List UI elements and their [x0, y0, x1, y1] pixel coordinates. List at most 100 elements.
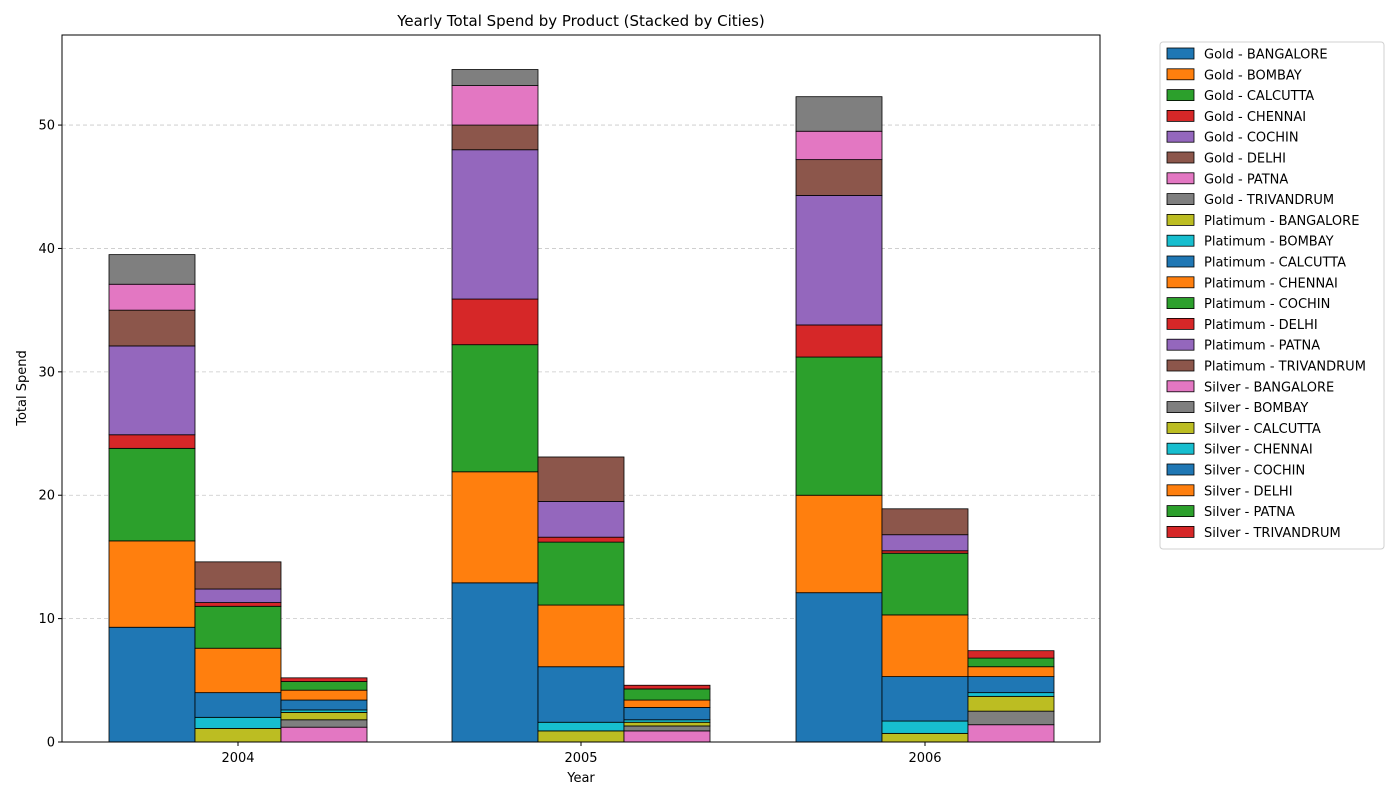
- bar-segment-silver-bangalore-2005: [623, 730, 711, 743]
- bar-segment-gold-trivandrum-2004: [108, 254, 196, 285]
- bar-segment-silver-calcutta-2006: [967, 695, 1055, 712]
- bars: [108, 69, 1055, 743]
- legend-entry-label: Gold - BANGALORE: [1204, 48, 1328, 63]
- legend-entry-label: Platimum - DELHI: [1204, 318, 1318, 333]
- legend-swatch: [1166, 505, 1195, 518]
- legend-swatch: [1166, 276, 1195, 289]
- bar-segment-silver-cochin-2004: [280, 699, 368, 711]
- bar-segment-platimum-bombay-2004: [194, 716, 282, 729]
- bar-segment-silver-trivandrum-2005: [623, 684, 711, 690]
- legend-entry-label: Silver - CALCUTTA: [1204, 422, 1321, 437]
- bar-segment-gold-calcutta-2004: [108, 447, 196, 542]
- bar-segment-silver-delhi-2006: [967, 666, 1055, 678]
- legend-swatch: [1166, 317, 1195, 330]
- legend-entry-label: Platimum - BOMBAY: [1204, 235, 1334, 250]
- bar-segment-platimum-trivandrum-2004: [194, 561, 282, 590]
- bar-segment-gold-cochin-2006: [795, 195, 883, 326]
- y-axis-label: Total Spend: [15, 350, 30, 427]
- legend-entry-label: Platimum - COCHIN: [1204, 297, 1330, 312]
- bar-segment-silver-bombay-2004: [280, 719, 368, 728]
- legend-entry-label: Platimum - TRIVANDRUM: [1204, 360, 1366, 375]
- chart-title: Yearly Total Spend by Product (Stacked b…: [396, 12, 764, 30]
- bar-segment-silver-delhi-2004: [280, 689, 368, 701]
- bar-segment-silver-patna-2006: [967, 657, 1055, 668]
- bar-segment-platimum-bombay-2005: [537, 721, 625, 732]
- y-tick-label: 10: [38, 612, 55, 627]
- bar-segment-platimum-trivandrum-2005: [537, 456, 625, 502]
- bar-segment-silver-bombay-2005: [623, 725, 711, 732]
- legend-swatch: [1166, 401, 1195, 414]
- bar-segment-platimum-bangalore-2005: [537, 730, 625, 743]
- bar-segment-gold-calcutta-2005: [451, 344, 539, 473]
- bar-segment-platimum-calcutta-2006: [881, 676, 969, 722]
- legend-swatch: [1166, 380, 1195, 393]
- legend-entry-label: Platimum - PATNA: [1204, 339, 1320, 354]
- legend-swatch: [1166, 110, 1195, 122]
- legend-entry-label: Gold - COCHIN: [1204, 131, 1299, 146]
- legend-entry-label: Gold - BOMBAY: [1204, 68, 1302, 83]
- bar-segment-gold-bombay-2005: [451, 471, 539, 584]
- legend-entry-label: Gold - PATNA: [1204, 172, 1288, 187]
- bar-segment-gold-cochin-2005: [451, 149, 539, 300]
- bar-segment-platimum-chennai-2005: [537, 604, 625, 668]
- legend-entry-label: Gold - CALCUTTA: [1204, 89, 1314, 104]
- legend-entry-label: Platimum - BANGALORE: [1204, 214, 1359, 229]
- legend-entry-label: Silver - BANGALORE: [1204, 380, 1334, 395]
- legend-swatch: [1166, 421, 1195, 434]
- bar-segment-platimum-cochin-2005: [537, 541, 625, 606]
- bar-segment-silver-trivandrum-2004: [280, 677, 368, 682]
- legend: Gold - BANGALORE Gold - BOMBAY Gold - CALC…: [1159, 41, 1385, 550]
- legend-swatch: [1166, 442, 1195, 455]
- legend-entry-label: Silver - TRIVANDRUM: [1204, 526, 1341, 541]
- legend-swatch: [1166, 255, 1195, 268]
- bar-segment-silver-delhi-2005: [623, 699, 711, 708]
- legend-swatch: [1166, 151, 1195, 164]
- bar-segment-platimum-patna-2006: [881, 534, 969, 552]
- bar-segment-platimum-cochin-2004: [194, 605, 282, 649]
- legend-swatch: [1166, 297, 1195, 310]
- bar-segment-silver-bangalore-2004: [280, 726, 368, 743]
- x-tick-label: 2004: [221, 751, 254, 766]
- bar-segment-gold-delhi-2004: [108, 309, 196, 347]
- x-axis-label: Year: [566, 771, 595, 786]
- bar-segment-platimum-patna-2005: [537, 500, 625, 538]
- bar-segment-silver-chennai-2006: [967, 692, 1055, 697]
- bar-segment-platimum-trivandrum-2006: [881, 508, 969, 536]
- bar-segment-platimum-patna-2004: [194, 588, 282, 603]
- legend-swatch: [1166, 484, 1195, 497]
- bar-segment-silver-bombay-2006: [967, 710, 1055, 726]
- bar-segment-silver-bangalore-2006: [967, 724, 1055, 743]
- bar-segment-platimum-bombay-2006: [881, 720, 969, 734]
- bar-segment-platimum-cochin-2006: [881, 552, 969, 616]
- legend-swatch: [1166, 526, 1195, 538]
- bar-segment-platimum-chennai-2006: [881, 614, 969, 678]
- bar-segment-platimum-calcutta-2005: [537, 666, 625, 723]
- legend-swatch: [1166, 359, 1195, 372]
- x-tick-label: 2006: [908, 751, 941, 766]
- bar-segment-gold-patna-2006: [795, 130, 883, 161]
- x-tick-label: 2005: [564, 751, 597, 766]
- bar-segment-gold-trivandrum-2006: [795, 96, 883, 132]
- bar-segment-platimum-chennai-2004: [194, 647, 282, 694]
- bar-segment-gold-chennai-2006: [795, 324, 883, 358]
- legend-swatch: [1166, 463, 1195, 476]
- legend-swatch: [1166, 193, 1195, 206]
- bar-segment-silver-cochin-2006: [967, 676, 1055, 694]
- y-tick-label: 0: [47, 736, 55, 751]
- bar-segment-gold-chennai-2004: [108, 434, 196, 449]
- bar-segment-gold-cochin-2004: [108, 345, 196, 436]
- bar-segment-gold-bombay-2006: [795, 494, 883, 594]
- legend-entry-label: Gold - TRIVANDRUM: [1204, 193, 1334, 208]
- legend-swatch: [1166, 213, 1195, 226]
- bar-segment-silver-patna-2004: [280, 681, 368, 691]
- bar-segment-gold-delhi-2006: [795, 159, 883, 196]
- bar-segment-gold-patna-2004: [108, 283, 196, 311]
- bar-segment-platimum-delhi-2005: [537, 536, 625, 543]
- bar-segment-gold-chennai-2005: [451, 298, 539, 346]
- y-tick-label: 50: [38, 119, 55, 134]
- bar-segment-silver-cochin-2005: [623, 707, 711, 721]
- bar-segment-platimum-bangalore-2004: [194, 728, 282, 743]
- x-axis: 2004 2005 2006: [221, 742, 942, 766]
